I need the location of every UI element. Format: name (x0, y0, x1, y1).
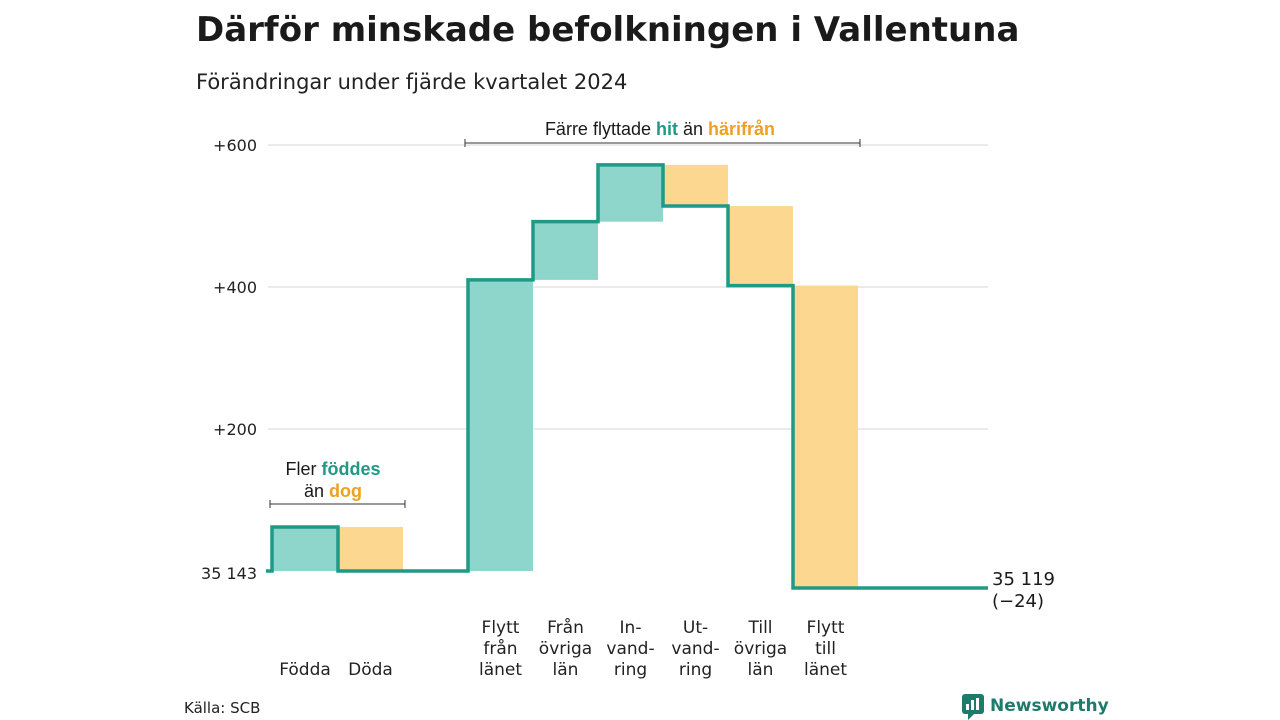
bars (272, 164, 858, 589)
bar-in--vand--ring (598, 164, 663, 222)
category-label: länet (479, 660, 522, 680)
source-note: Källa: SCB (184, 699, 260, 717)
category-label: länet (804, 660, 847, 680)
moves-annotation: Färre flyttade hit än härifrån (464, 119, 861, 147)
category-label: Till (747, 618, 772, 638)
cumulative-step-line (266, 163, 988, 590)
category-labels: Födda DödaFlyttfrånlänetFrånövrigalänIn-v… (279, 617, 847, 680)
y-tick-label: +400 (213, 278, 257, 297)
category-label: Flytt (807, 618, 845, 638)
births-annot-middle: än (304, 481, 329, 501)
category-label: län (748, 660, 774, 680)
bar-flytt-till-länet (793, 285, 858, 589)
newsworthy-logo-icon (962, 694, 984, 720)
svg-text:Fler föddes: Fler föddes (285, 459, 380, 479)
brand-logo: Newsworthy (962, 694, 1109, 720)
births-annot-highlight-out: dog (329, 481, 362, 501)
category-label: ring (679, 660, 712, 680)
category-label: från (483, 638, 517, 659)
end-value-label: 35 119 (992, 569, 1055, 590)
bar-flytt-från-länet (468, 279, 533, 571)
y-tick-label: +600 (213, 136, 257, 155)
births-annot-highlight-in: föddes (321, 459, 380, 479)
bar-födda (272, 526, 338, 571)
svg-text:än dog: än dog (304, 481, 362, 501)
category-label: In- (620, 618, 642, 638)
brand-name: Newsworthy (990, 696, 1109, 716)
category-label: Flytt (482, 618, 520, 638)
y-tick-label: +200 (213, 420, 257, 439)
y-axis-labels: +200 +400 +600 35 143 (201, 136, 257, 583)
moves-annot-middle: än (678, 119, 708, 139)
moves-annot-highlight-out: härifrån (708, 119, 775, 139)
category-label: Döda (348, 660, 393, 680)
category-label: vand- (606, 639, 654, 659)
category-label: till (815, 639, 836, 659)
category-label: Ut- (683, 618, 708, 638)
bar-döda (338, 526, 403, 571)
category-label: ring (614, 660, 647, 680)
moves-annot-prefix: Färre flyttade (545, 119, 656, 139)
bar-från-övriga-län (533, 221, 598, 280)
net-change-label: (−24) (992, 591, 1044, 612)
category-label: Födda (279, 660, 331, 680)
chart-subtitle: Förändringar under fjärde kvartalet 2024 (196, 70, 627, 94)
category-label: övriga (539, 639, 592, 659)
bar-till-övriga-län (728, 206, 793, 286)
base-value-label: 35 143 (201, 564, 257, 583)
births-bracket (269, 500, 406, 508)
category-label: Från (547, 617, 584, 638)
births-annot-prefix: Fler (285, 459, 321, 479)
gridlines (268, 144, 988, 430)
category-label: övriga (734, 639, 787, 659)
svg-text:Färre flyttade hit än härifrån: Färre flyttade hit än härifrån (545, 119, 775, 139)
category-label: vand- (671, 639, 719, 659)
moves-annot-highlight-in: hit (656, 119, 678, 139)
bar-ut--vand--ring (663, 164, 728, 207)
category-label: län (553, 660, 579, 680)
chart-title: Därför minskade befolkningen i Vallentun… (196, 10, 1019, 50)
moves-bracket (464, 139, 861, 147)
births-annotation: Fler föddes än dog (269, 459, 406, 508)
